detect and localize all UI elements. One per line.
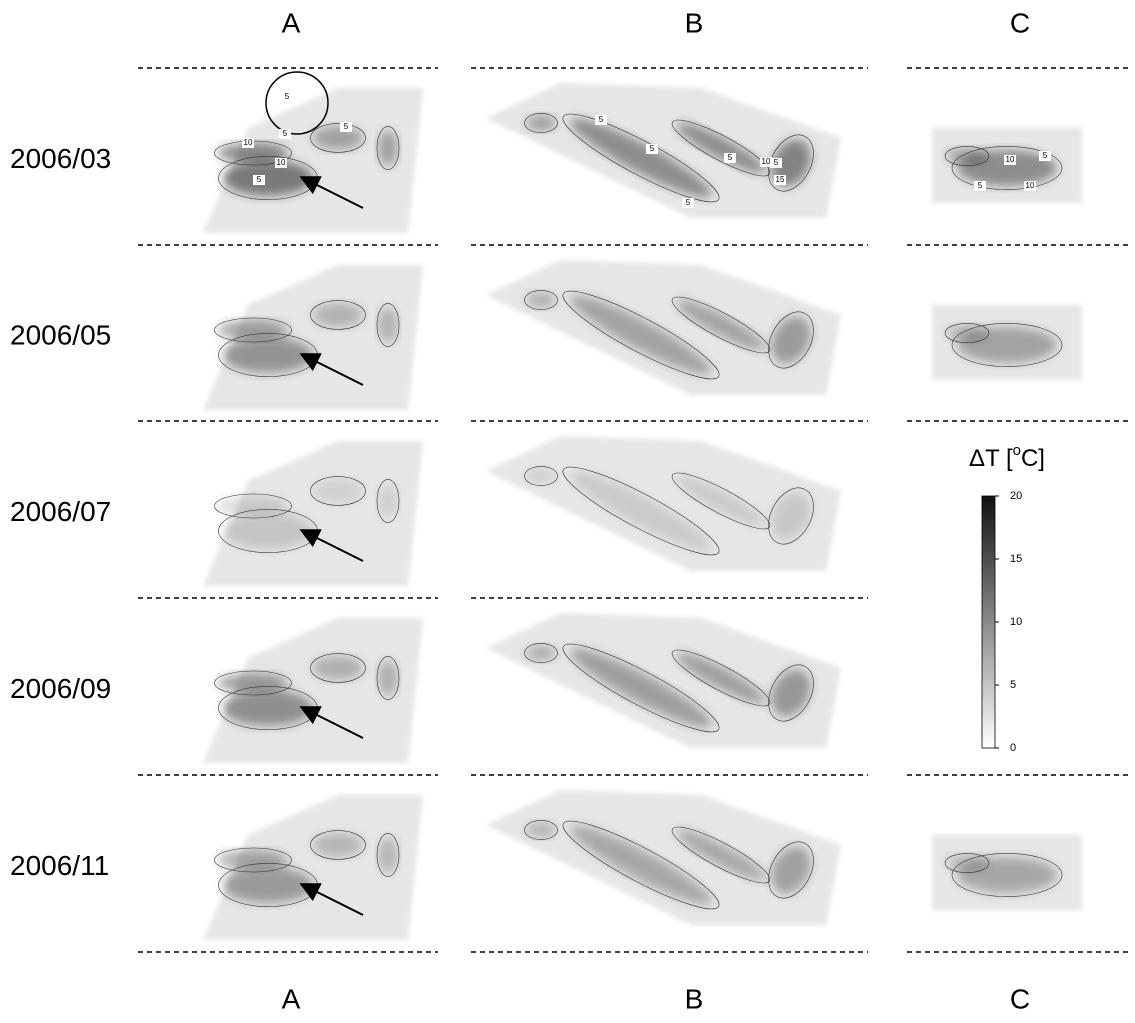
row-label: 2006/03 [10,143,111,174]
colorbar-tick-label: 20 [1010,490,1022,502]
contour-label: 10 [1026,181,1035,190]
colorbar-tick-label: 10 [1010,616,1022,628]
hot-spot [218,496,288,516]
contour-label: 5 [285,92,290,101]
hot-spot [526,115,556,131]
hot-spot [378,483,398,519]
hot-spot [526,822,556,838]
thermal-map [932,835,1082,910]
row-label: 2006/05 [10,319,111,350]
column-label: A [282,983,301,1014]
contour-label: 5 [1043,151,1048,160]
hot-spot [313,833,363,857]
column-label: B [685,7,704,38]
contour-label: 10 [277,158,286,167]
hot-spot [378,307,398,343]
thermal-map [486,436,841,571]
contour-label: 5 [283,129,288,138]
hot-spot [526,468,556,484]
row-label: 2006/11 [10,850,109,881]
hot-spot [947,325,987,341]
hot-spot [223,160,313,196]
hot-spot [223,337,313,373]
hot-spot [313,656,363,680]
column-label: A [282,7,301,38]
hot-spot [947,148,987,164]
column-label: B [685,983,704,1014]
row-label: 2006/09 [10,673,111,704]
hot-spot [313,303,363,327]
thermal-map [203,88,423,233]
hot-spot [526,645,556,661]
hot-spot [378,130,398,166]
thermal-map [486,613,841,748]
hot-spot [223,690,313,726]
hot-spot [223,513,313,549]
column-label: C [1010,983,1030,1014]
contour-label: 5 [257,175,262,184]
colorbar-title-end: C] [1021,445,1045,472]
hot-spot [526,292,556,308]
contour-label: 10 [762,157,771,166]
contour-label: 10 [1006,155,1015,164]
contour-label: 5 [686,198,691,207]
hot-spot [947,855,987,871]
thermal-map [203,441,423,586]
hot-spot [223,867,313,903]
contour-label: 5 [978,181,983,190]
hot-spot [313,479,363,503]
contour-label: 10 [244,138,253,147]
thermal-map [486,83,841,218]
colorbar-title-main: ΔT [ [969,445,1013,472]
figure: 51055105555105155510510 ABCABC2006/03200… [0,0,1135,1018]
thermal-map [486,260,841,395]
thermal-map [203,265,423,410]
thermal-map [203,618,423,763]
thermal-map [932,128,1082,203]
colorbar-tick-label: 5 [1010,679,1016,691]
hot-spot [218,850,288,870]
contour-label: 5 [650,144,655,153]
colorbar-tick-label: 15 [1010,553,1022,565]
contour-label: 5 [599,115,604,124]
contour-label: 5 [728,153,733,162]
colorbar-title: ΔT [oC] [969,442,1045,472]
thermal-maps: 51055105555105155510510 [203,72,1082,940]
contour-label: 15 [776,175,785,184]
thermal-map [486,790,841,925]
thermal-map [203,795,423,940]
colorbar-title-sup: o [1013,442,1021,459]
column-label: C [1010,7,1030,38]
colorbar: ΔT [oC] [969,442,1045,748]
thermal-map [932,305,1082,380]
contour-label: 5 [344,122,349,131]
hot-spot [313,126,363,150]
colorbar-gradient [982,496,995,748]
hot-spot [218,673,288,693]
labels: A B C A B C 2006/03 2006/05 2006/07 2006/09 2006/1… [10,7,1030,1014]
hot-spot [378,837,398,873]
colorbar-tick-label: 0 [1010,742,1016,754]
contour-label: 5 [774,158,779,167]
hot-spot [378,660,398,696]
row-label: 2006/07 [10,496,111,527]
hot-spot [218,320,288,340]
